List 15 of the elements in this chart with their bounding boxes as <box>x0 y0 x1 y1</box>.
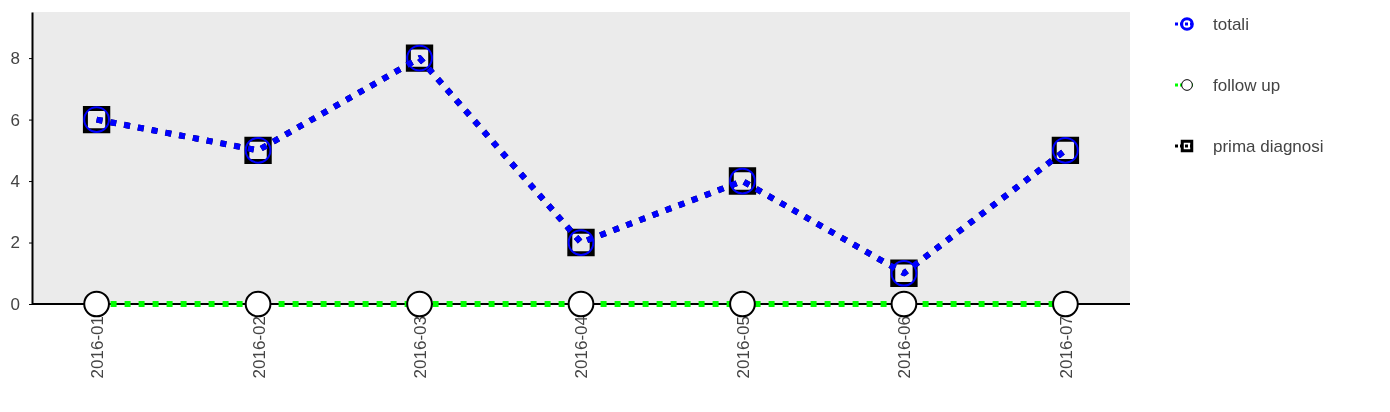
x-tick-label: 2016-03 <box>410 316 430 379</box>
x-tick-label: 2016-07 <box>1056 316 1076 379</box>
x-tick-label: 2016-06 <box>895 316 915 379</box>
y-tick-label: 2 <box>10 233 20 253</box>
x-tick-label: 2016-05 <box>733 316 753 379</box>
y-tick-label: 4 <box>10 171 20 191</box>
legend-label: follow up <box>1213 75 1281 95</box>
legend-label: totali <box>1213 14 1249 34</box>
y-tick-label: 8 <box>10 49 20 69</box>
x-tick-label: 2016-02 <box>249 316 269 379</box>
legend-label: prima diagnosi <box>1213 136 1324 156</box>
x-tick-label: 2016-01 <box>88 316 108 379</box>
y-tick-label: 0 <box>10 294 20 314</box>
y-tick-label: 6 <box>10 110 20 130</box>
x-tick-label: 2016-04 <box>572 316 592 379</box>
